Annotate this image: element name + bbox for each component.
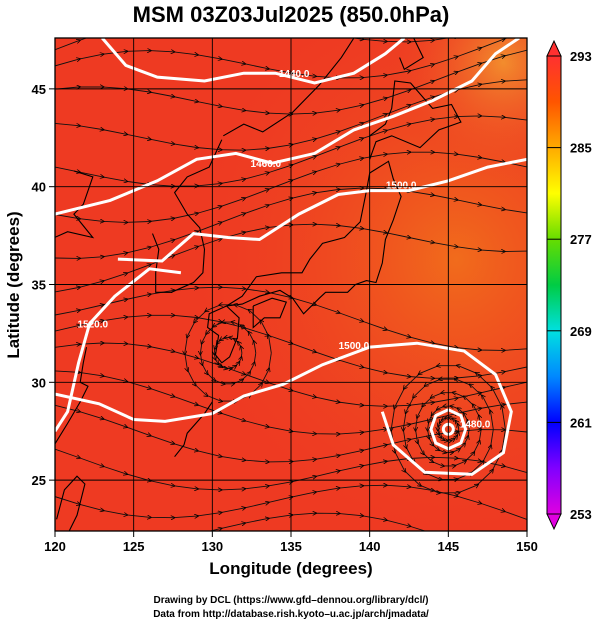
x-tick-label: 145 [437,539,459,554]
y-axis-label: Latitude (degrees) [4,211,23,358]
colorbar-tick-label: 269 [570,324,592,339]
contour-1460 [55,38,520,216]
colorbar-tick-label: 261 [570,415,592,430]
y-tick-label: 25 [32,473,46,488]
x-tick-label: 125 [123,539,145,554]
contour-1500-north [117,157,527,263]
x-tick-label: 130 [201,539,223,554]
coast-sakhalin [399,38,424,71]
coast-korea [151,139,223,293]
contour-label: 1480.0 [460,419,491,430]
coast-honshu [226,160,402,315]
coast-hokkaido [369,80,462,160]
colorbar-top-triangle [546,39,562,57]
colorbar-tick-label: 293 [570,49,592,64]
contour-label: 1440.0 [279,69,310,80]
coast-china-east [55,346,89,445]
colorbar-ticks: 253 261 269 277 285 293 [547,49,592,522]
colorbar: 253 261 269 277 285 293 [546,39,592,531]
contour-labels: 1440.0 1460.0 1500.0 1520.0 1500.0 1480.0 [77,69,490,430]
coast-kyushu [207,305,240,364]
colorbar-tick-label: 285 [570,141,592,156]
y-tick-label: 35 [32,278,46,293]
x-tick-label: 140 [359,539,381,554]
gridlines [55,38,527,531]
contour-label: 1500.0 [339,341,370,352]
y-axis: 25 30 35 40 45 [32,82,55,488]
coast-china-north [55,170,95,239]
streamline-vortex [391,366,506,493]
coastlines [55,38,462,531]
height-contours [55,38,527,476]
colorbar-bottom-triangle [546,513,562,531]
credit-data: Data from http://database.rish.kyoto–u.a… [153,609,429,620]
plot-area: 1440.0 1460.0 1500.0 1520.0 1500.0 1480.0 [55,38,527,531]
credit-dcl: Drawing by DCL (https://www.gfd–dennou.o… [153,595,428,606]
x-tick-label: 135 [280,539,302,554]
y-tick-label: 40 [32,180,46,195]
contour-1520 [55,267,182,433]
contour-label: 1500.0 [386,181,417,192]
colorbar-bar [546,55,562,515]
y-tick-label: 45 [32,82,46,97]
chart-title: MSM 03Z03Jul2025 (850.0hPa) [133,2,450,27]
contour-label: 1460.0 [251,159,282,170]
x-tick-label: 120 [44,539,66,554]
coast-shikoku [252,297,288,329]
x-axis-label: Longitude (degrees) [209,559,372,578]
contour-1500-south [55,341,513,476]
coast-ryukyu [174,401,213,458]
colorbar-tick-label: 277 [570,232,592,247]
colorbar-tick-label: 253 [570,507,592,522]
contour-label: 1520.0 [77,320,108,331]
x-axis: 120 125 130 135 140 145 150 [44,531,538,554]
x-tick-label: 150 [516,539,538,554]
y-tick-label: 30 [32,375,46,390]
coast-primorye [223,38,355,137]
